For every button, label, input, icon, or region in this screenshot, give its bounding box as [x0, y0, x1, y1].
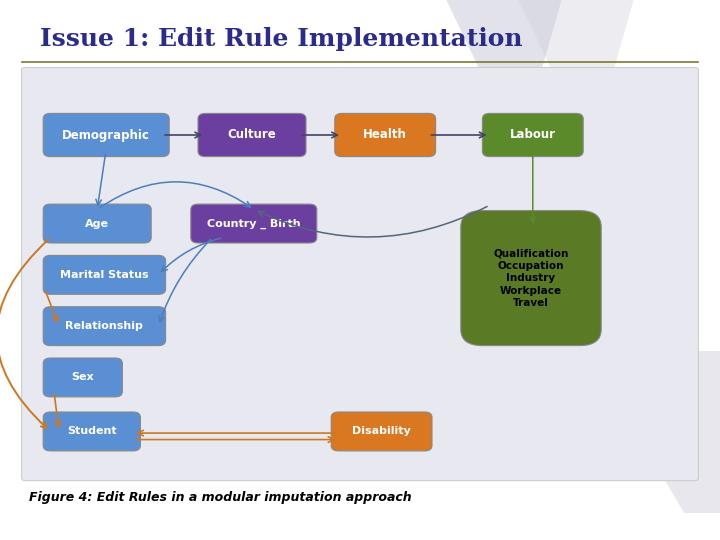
Text: Labour: Labour	[510, 129, 556, 141]
FancyBboxPatch shape	[43, 412, 140, 451]
Text: Qualification
Occupation
Industry
Workplace
Travel: Qualification Occupation Industry Workpl…	[493, 248, 569, 308]
FancyBboxPatch shape	[331, 412, 432, 451]
FancyBboxPatch shape	[198, 113, 306, 157]
Polygon shape	[590, 351, 720, 513]
FancyBboxPatch shape	[43, 255, 166, 294]
Polygon shape	[518, 0, 634, 151]
FancyBboxPatch shape	[22, 68, 698, 481]
FancyBboxPatch shape	[335, 113, 436, 157]
FancyBboxPatch shape	[43, 307, 166, 346]
Polygon shape	[446, 0, 562, 151]
Text: Culture: Culture	[228, 129, 276, 141]
Text: Sex: Sex	[71, 373, 94, 382]
Text: Marital Status: Marital Status	[60, 270, 149, 280]
FancyBboxPatch shape	[43, 113, 169, 157]
Text: Country _ Birth: Country _ Birth	[207, 218, 301, 229]
Text: Age: Age	[85, 219, 109, 228]
Text: Relationship: Relationship	[66, 321, 143, 331]
Text: Student: Student	[67, 427, 117, 436]
Text: Health: Health	[364, 129, 407, 141]
FancyBboxPatch shape	[43, 358, 122, 397]
Text: Demographic: Demographic	[62, 129, 150, 141]
FancyBboxPatch shape	[461, 211, 601, 346]
Text: Figure 4: Edit Rules in a modular imputation approach: Figure 4: Edit Rules in a modular imputa…	[29, 491, 411, 504]
FancyBboxPatch shape	[43, 204, 151, 243]
FancyBboxPatch shape	[191, 204, 317, 243]
Text: Issue 1: Edit Rule Implementation: Issue 1: Edit Rule Implementation	[40, 27, 522, 51]
FancyBboxPatch shape	[482, 113, 583, 157]
Text: Disability: Disability	[352, 427, 411, 436]
